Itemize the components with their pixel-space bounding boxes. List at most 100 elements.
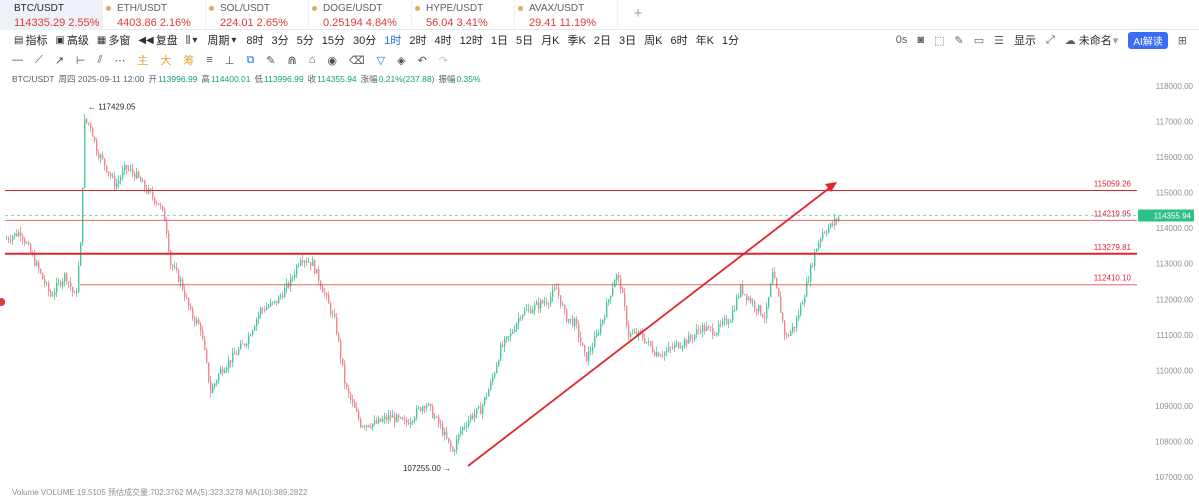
chip-distribution-toggle[interactable]: 筹 — [183, 55, 195, 67]
fullscreen-icon[interactable]: ⬚ — [934, 34, 945, 47]
interval-8h[interactable]: 8时 — [246, 35, 264, 47]
parallel-line-icon[interactable]: ⫽ — [97, 53, 103, 66]
ai-read-button[interactable]: AI解读 — [1128, 31, 1168, 49]
indicators-button[interactable]: ▤ 指标 — [14, 32, 47, 48]
candle-body — [24, 239, 26, 244]
text-tool-icon[interactable]: ≡ — [206, 54, 213, 66]
layout-name-dropdown[interactable]: 未命名 — [1078, 35, 1112, 47]
main-chart-toggle[interactable]: 主 — [137, 55, 149, 67]
lock-icon[interactable]: ⌂ — [308, 54, 316, 66]
pencil-icon[interactable]: ✎ — [266, 54, 276, 67]
candle-body — [160, 204, 162, 207]
candle-body — [376, 420, 378, 424]
candle-body — [410, 421, 412, 425]
candle-body — [762, 314, 764, 318]
magnet-icon[interactable]: ⋒ — [287, 54, 297, 67]
candle-body — [18, 232, 20, 237]
interval-1m[interactable]: 1分 — [721, 35, 740, 47]
expand-icon[interactable]: ⤢ — [1045, 33, 1055, 46]
interval-12h[interactable]: 12时 — [459, 35, 483, 47]
candle-body — [592, 347, 594, 351]
candle-body — [604, 317, 606, 320]
interval-month[interactable]: 月K — [541, 35, 560, 47]
high-value: 114400.01 — [210, 74, 251, 84]
advanced-button[interactable]: ▣ 高级 — [55, 32, 88, 48]
display-button[interactable]: 显示 — [1013, 35, 1036, 47]
ray-line-icon[interactable]: ⟋ — [35, 53, 43, 66]
interval-week[interactable]: 周K — [644, 35, 663, 47]
candle-body — [718, 323, 720, 333]
camera-icon[interactable]: ◙ — [917, 34, 925, 46]
interval-3d[interactable]: 3日 — [618, 35, 637, 47]
candle-body — [580, 337, 582, 343]
filter-icon[interactable]: ▽ — [376, 54, 386, 67]
candle-body — [710, 326, 712, 328]
layout-icon[interactable]: ☰ — [994, 34, 1004, 47]
undo-icon[interactable]: ↶ — [417, 54, 427, 67]
candle-body — [324, 292, 326, 294]
cloud-icon[interactable]: ☁ — [1064, 34, 1076, 47]
candle-body — [144, 180, 146, 189]
copy-icon[interactable]: ⧉ — [246, 53, 255, 66]
horizontal-line-icon[interactable]: — — [12, 54, 23, 66]
more-tools-icon[interactable]: ⋯ — [114, 54, 126, 67]
interval-4h[interactable]: 4时 — [434, 35, 452, 47]
interval-6h[interactable]: 6时 — [670, 35, 688, 47]
candle-body — [784, 320, 786, 335]
chevron-down-icon: ▾ — [231, 34, 237, 46]
candle-body — [96, 140, 98, 154]
replay-icon: ◀◀ — [138, 34, 154, 46]
window-icon[interactable]: ▭ — [973, 34, 985, 47]
interval-2d[interactable]: 2日 — [593, 35, 611, 47]
interval-1d[interactable]: 1日 — [490, 35, 509, 47]
candle-body — [372, 423, 374, 428]
eye-icon[interactable]: ◉ — [327, 54, 337, 67]
candle-body — [242, 343, 244, 345]
ticker-tab-eth[interactable]: ETH/USDT 4403.86 2.16% — [103, 0, 206, 30]
candle-body — [136, 171, 138, 179]
grid-menu-icon[interactable]: ⊞ — [1177, 34, 1187, 47]
segment-line-icon[interactable]: ⊢ — [75, 54, 86, 67]
chart-type-button[interactable]: ⫼ ▾ — [186, 35, 200, 46]
candle-body — [216, 380, 218, 384]
add-ticker-icon[interactable]: + — [633, 5, 643, 22]
candle-body — [474, 414, 476, 419]
candle-body — [334, 313, 336, 318]
ticker-tab-sol[interactable]: SOL/USDT 224.01 2.65% — [206, 0, 309, 30]
replay-button[interactable]: ◀◀ 复盘 — [138, 32, 177, 48]
ticker-tab-hype[interactable]: HYPE/USDT 56.04 3.41% — [412, 0, 515, 30]
interval-quarter[interactable]: 季K — [567, 35, 586, 47]
candle-body — [172, 265, 174, 268]
period-button[interactable]: 周期 ▾ — [207, 32, 238, 48]
ticker-tab-btc[interactable]: BTC/USDT 114335.29 2.55% — [0, 0, 103, 30]
candle-body — [384, 416, 386, 419]
interval-2h[interactable]: 2时 — [409, 35, 427, 47]
collapse-handle[interactable] — [0, 298, 5, 306]
candle-body — [654, 352, 656, 356]
candle-body — [264, 309, 266, 311]
multi-window-button[interactable]: ▦ 多窗 — [97, 32, 130, 48]
candle-body — [56, 282, 58, 293]
interval-30m[interactable]: 30分 — [353, 35, 377, 47]
extended-line-icon[interactable]: ↗ — [54, 54, 64, 67]
candle-body — [354, 402, 356, 408]
large-order-toggle[interactable]: 大 — [160, 55, 172, 67]
candle-body — [502, 344, 504, 347]
redo-icon[interactable]: ↷ — [438, 54, 448, 67]
candle-body — [408, 422, 410, 425]
interval-5d[interactable]: 5日 — [516, 35, 534, 47]
interval-3m[interactable]: 3分 — [271, 35, 289, 47]
interval-1h[interactable]: 1时 — [384, 35, 402, 47]
ticker-tab-doge[interactable]: DOGE/USDT 0.25194 4.84% — [309, 0, 412, 30]
edit-icon[interactable]: ✎ — [954, 34, 964, 47]
candle-body — [338, 333, 340, 341]
interval-5m[interactable]: 5分 — [296, 35, 314, 47]
measure-icon[interactable]: ⊥ — [224, 54, 235, 67]
candle-body — [680, 347, 682, 349]
ticker-tab-avax[interactable]: AVAX/USDT 29.41 11.19% — [515, 0, 618, 30]
interval-15m[interactable]: 15分 — [321, 35, 346, 47]
layers-icon[interactable]: ◈ — [397, 54, 406, 67]
trash-icon[interactable]: ⌫ — [349, 54, 365, 67]
interval-year[interactable]: 年K — [695, 35, 714, 47]
